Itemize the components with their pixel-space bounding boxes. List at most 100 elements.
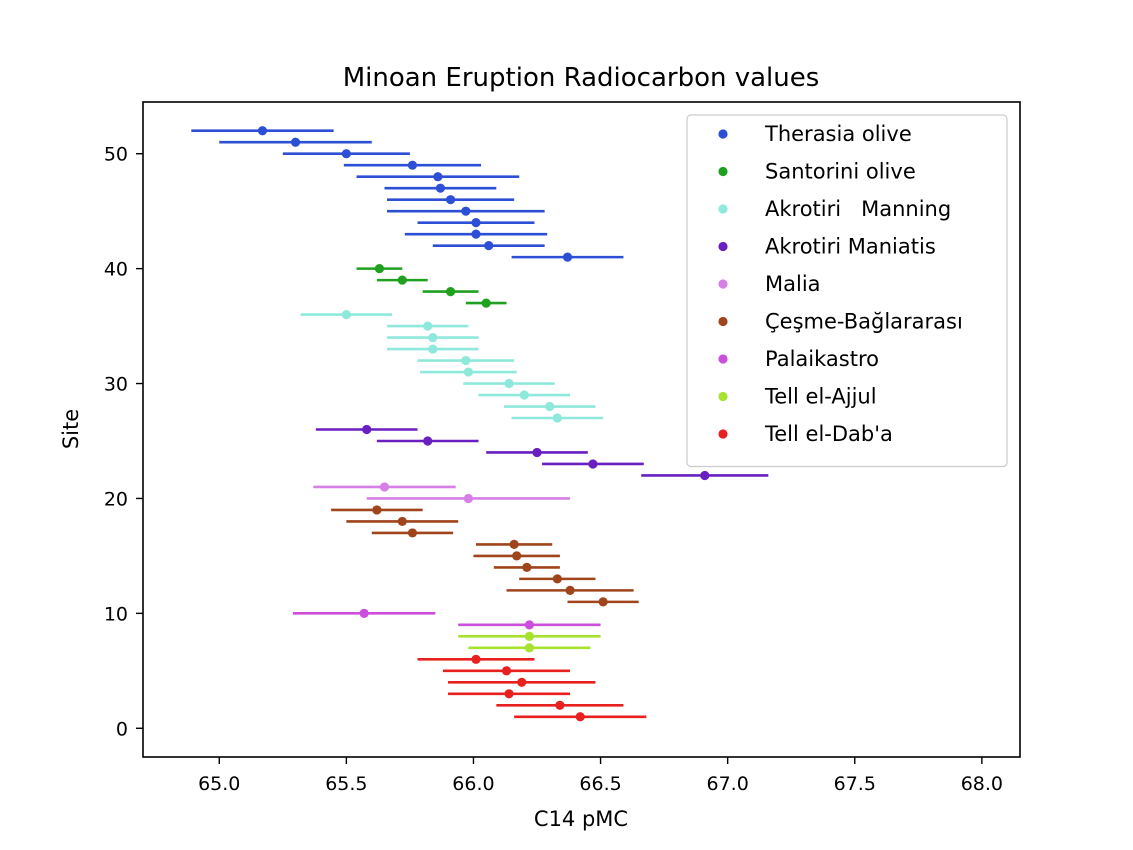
data-point — [484, 241, 494, 251]
x-axis-label: C14 pMC — [534, 807, 628, 831]
legend-entry: Palaikastro — [765, 347, 879, 371]
data-point — [598, 597, 608, 607]
data-point — [407, 528, 418, 538]
x-tick-label: 66.5 — [579, 773, 621, 795]
legend-marker — [718, 316, 728, 327]
legend-marker — [718, 429, 728, 439]
data-point — [397, 516, 407, 527]
data-point — [501, 666, 512, 676]
plot-area — [191, 126, 769, 722]
data-point — [481, 298, 491, 308]
data-point — [471, 654, 481, 664]
data-point — [471, 218, 481, 228]
y-tick-label: 40 — [104, 259, 128, 281]
x-tick-label: 66.0 — [452, 773, 494, 795]
axes: 65.0 65.5 66.0 66.5 67.0 67.5 68.0 0 10 20 30 40 50 — [104, 101, 1021, 795]
legend-entry: Tell el-Dab'a — [764, 422, 893, 446]
series-7 — [458, 631, 601, 653]
data-point — [463, 367, 473, 377]
data-point — [504, 378, 514, 389]
legend-marker — [718, 129, 728, 139]
legend-marker — [718, 391, 728, 402]
data-point — [524, 631, 534, 641]
data-point — [359, 608, 369, 618]
data-point — [397, 275, 407, 285]
series-3 — [315, 424, 769, 481]
legend-entry: Santorini olive — [765, 160, 916, 184]
series-4 — [313, 482, 571, 504]
legend: Therasia olive Santorini olive Akrotiri Ma… — [686, 114, 1008, 468]
y-tick-label: 50 — [104, 144, 128, 166]
data-point — [588, 459, 598, 469]
data-point — [509, 539, 519, 550]
data-point — [435, 183, 446, 193]
legend-entry: Therasia olive — [764, 122, 912, 146]
data-point — [372, 505, 382, 515]
data-point — [463, 493, 473, 504]
legend-entry: Akrotiri Manning — [765, 197, 951, 221]
data-point — [524, 643, 534, 653]
data-point — [379, 482, 390, 492]
series-0 — [191, 126, 624, 262]
data-point — [341, 149, 351, 159]
series-8 — [417, 654, 647, 722]
data-point — [565, 585, 575, 595]
x-tick-label: 65.0 — [198, 773, 240, 795]
legend-marker — [718, 241, 728, 252]
x-tick-label: 68.0 — [961, 773, 1003, 795]
data-point — [341, 309, 351, 320]
series-6 — [292, 608, 601, 630]
data-point — [423, 436, 433, 446]
data-point — [290, 137, 301, 147]
legend-marker — [718, 279, 728, 289]
data-point — [545, 401, 555, 412]
x-tick-label: 65.5 — [325, 773, 367, 795]
data-point — [522, 562, 532, 572]
legend-marker — [718, 204, 728, 214]
legend-entry: Çeşme-Bağlararası — [765, 310, 963, 334]
data-point — [423, 321, 433, 331]
data-point — [471, 229, 481, 239]
data-point — [562, 252, 573, 262]
series-2 — [300, 309, 604, 423]
data-point — [445, 287, 456, 297]
legend-entry: Malia — [765, 272, 821, 296]
data-point — [362, 424, 372, 435]
x-tick-label: 67.5 — [834, 773, 876, 795]
data-point — [374, 264, 385, 274]
legend-entry: Akrotiri Maniatis — [765, 235, 936, 259]
y-tick-label: 0 — [116, 718, 128, 740]
data-point — [461, 206, 471, 216]
series-1 — [356, 264, 507, 308]
chart-title: Minoan Eruption Radiocarbon values — [343, 63, 820, 93]
data-point — [512, 551, 522, 561]
plot-frame — [142, 101, 1021, 758]
legend-marker — [718, 354, 728, 364]
series-5 — [331, 505, 639, 607]
data-point — [552, 574, 562, 584]
data-point — [445, 195, 456, 205]
x-tick-label: 67.0 — [707, 773, 749, 795]
data-point — [407, 160, 418, 170]
y-axis-label: Site — [59, 409, 83, 449]
legend-box — [686, 114, 1008, 468]
data-point — [428, 344, 438, 354]
data-point — [519, 390, 529, 400]
data-point — [700, 470, 710, 481]
y-tick-label: 30 — [104, 374, 128, 396]
data-point — [504, 689, 514, 699]
data-point — [517, 677, 527, 687]
data-point — [433, 172, 443, 182]
y-tick-label: 10 — [104, 603, 128, 625]
data-point — [555, 700, 565, 710]
y-tick-label: 20 — [104, 488, 128, 510]
data-point — [524, 620, 534, 630]
legend-marker — [718, 166, 728, 177]
data-point — [428, 332, 438, 343]
data-point — [552, 413, 562, 423]
data-point — [532, 447, 542, 458]
data-point — [257, 126, 268, 136]
legend-entry: Tell el-Ajjul — [764, 385, 877, 409]
data-point — [461, 355, 471, 366]
